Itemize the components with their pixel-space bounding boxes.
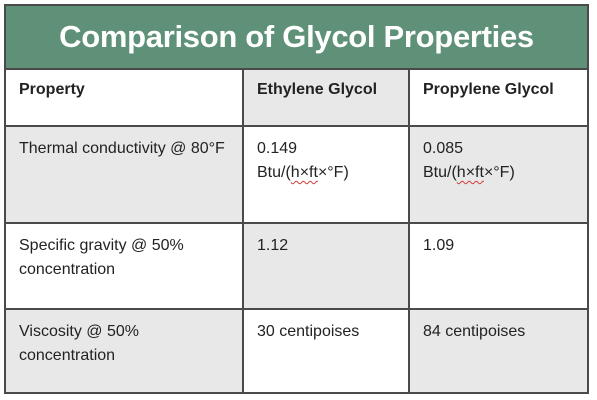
comparison-table-figure: Comparison of Glycol Properties Property… — [4, 4, 589, 394]
unit-prefix: Btu/( — [423, 164, 457, 181]
unit-squiggled: h×ft — [290, 164, 318, 181]
unit-suffix: ×°F) — [317, 164, 349, 181]
table-row: Specific gravity @ 50% concentration 1.1… — [6, 222, 587, 310]
header-propylene-glycol: Propylene Glycol — [408, 70, 587, 127]
table-row: Thermal conductivity @ 80°F 0.149 Btu/(h… — [6, 125, 587, 224]
row-property-label: Thermal conductivity @ 80°F — [6, 125, 244, 224]
propylene-viscosity: 84 centipoises — [408, 308, 587, 392]
unit-prefix: Btu/( — [257, 164, 291, 181]
header-property: Property — [6, 70, 244, 127]
propylene-thermal-conductivity: 0.085 Btu/(h×ft×°F) — [408, 125, 587, 224]
propylene-specific-gravity: 1.09 — [408, 222, 587, 310]
ethylene-specific-gravity: 1.12 — [242, 222, 410, 310]
row-property-label: Viscosity @ 50% concentration — [6, 308, 244, 392]
value: 0.149 — [257, 140, 298, 157]
unit-suffix: ×°F) — [483, 164, 515, 181]
ethylene-viscosity: 30 centipoises — [242, 308, 410, 392]
unit-squiggled: h×ft — [456, 164, 484, 181]
table-title: Comparison of Glycol Properties — [59, 19, 534, 54]
header-ethylene-glycol: Ethylene Glycol — [242, 70, 410, 127]
ethylene-thermal-conductivity: 0.149 Btu/(h×ft×°F) — [242, 125, 410, 224]
value: 0.085 — [423, 140, 464, 157]
glycol-properties-table: Property Ethylene Glycol Propylene Glyco… — [6, 70, 587, 392]
table-row: Viscosity @ 50% concentration 30 centipo… — [6, 308, 587, 392]
table-header-row: Property Ethylene Glycol Propylene Glyco… — [6, 70, 587, 127]
title-banner: Comparison of Glycol Properties — [6, 6, 587, 70]
row-property-label: Specific gravity @ 50% concentration — [6, 222, 244, 310]
